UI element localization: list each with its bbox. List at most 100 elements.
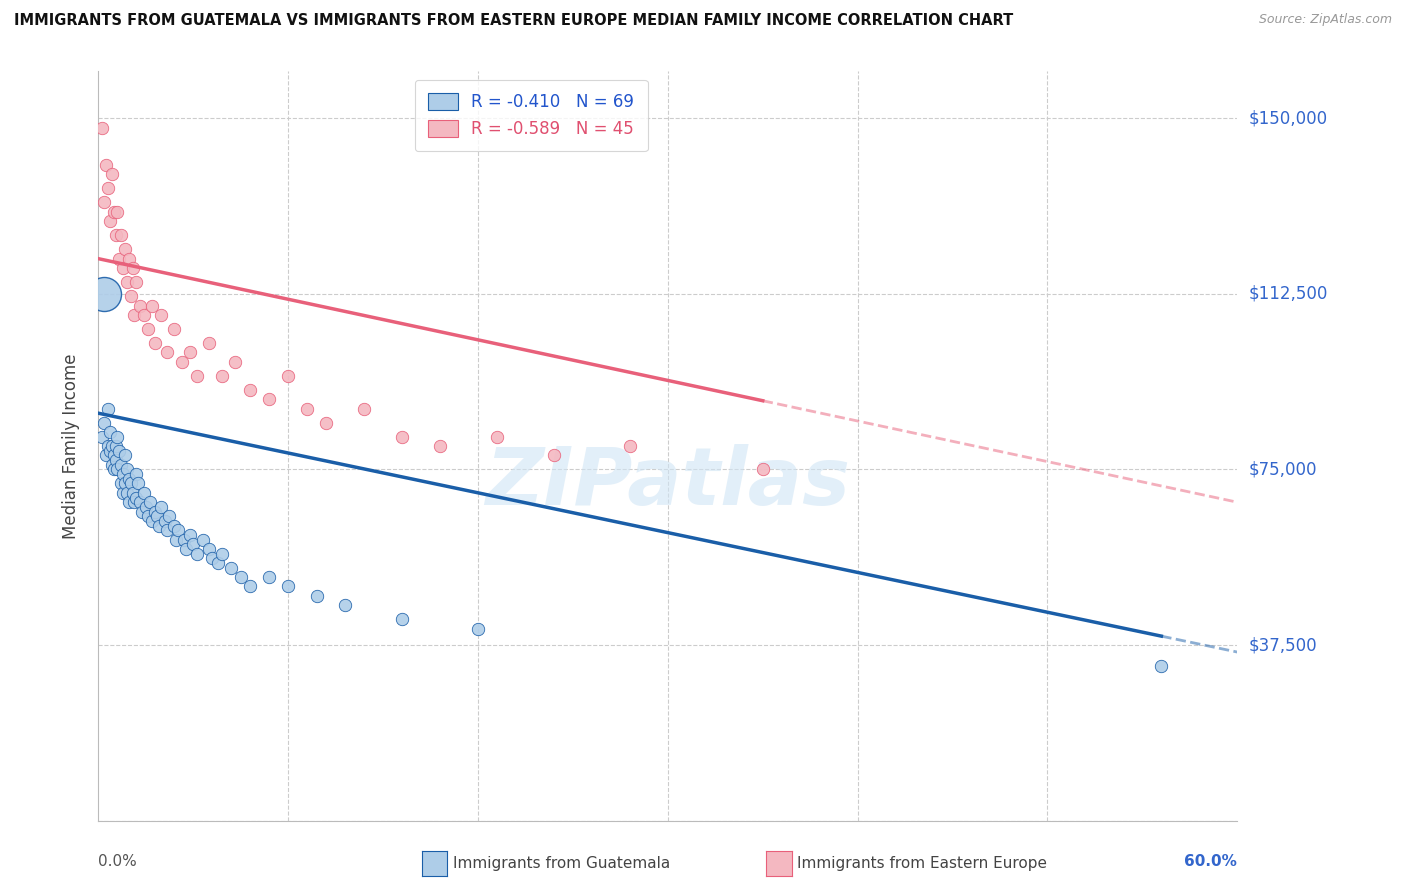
Point	[145, 336, 167, 351]
Text: $37,500: $37,500	[1249, 636, 1317, 654]
Point	[129, 298, 152, 313]
Point	[110, 476, 132, 491]
Point	[197, 542, 219, 557]
Point	[179, 528, 201, 542]
Point	[239, 383, 262, 397]
Point	[98, 443, 121, 458]
Point	[145, 505, 167, 519]
Point	[121, 485, 143, 500]
Point	[127, 476, 149, 491]
Point	[1150, 659, 1173, 673]
Point	[186, 368, 208, 383]
Point	[391, 612, 413, 626]
Point	[118, 472, 141, 486]
Point	[148, 518, 170, 533]
Point	[211, 368, 233, 383]
Point	[201, 551, 224, 566]
Point	[141, 298, 163, 313]
Point	[115, 462, 138, 476]
Point	[315, 416, 337, 430]
Point	[486, 430, 509, 444]
Text: $75,000: $75,000	[1249, 460, 1317, 478]
Point	[211, 547, 233, 561]
Point	[100, 168, 122, 182]
Point	[93, 195, 115, 210]
Point	[114, 243, 136, 257]
Point	[167, 523, 190, 537]
Point	[124, 495, 146, 509]
Point	[115, 485, 138, 500]
Point	[115, 275, 138, 289]
Point	[138, 495, 160, 509]
Point	[150, 500, 173, 514]
Point	[191, 533, 214, 547]
Point	[98, 425, 121, 439]
Point	[125, 467, 148, 482]
Point	[163, 518, 186, 533]
Point	[97, 181, 120, 195]
Point	[221, 561, 243, 575]
Point	[93, 416, 115, 430]
Point	[141, 514, 163, 528]
Point	[93, 286, 115, 301]
Point	[120, 289, 142, 303]
Point	[118, 495, 141, 509]
Point	[136, 322, 159, 336]
Point	[224, 355, 246, 369]
Point	[125, 491, 148, 505]
Text: IMMIGRANTS FROM GUATEMALA VS IMMIGRANTS FROM EASTERN EUROPE MEDIAN FAMILY INCOME: IMMIGRANTS FROM GUATEMALA VS IMMIGRANTS …	[14, 13, 1014, 29]
Point	[91, 430, 114, 444]
Point	[229, 570, 252, 584]
Point	[335, 599, 357, 613]
Point	[183, 537, 205, 551]
Point	[752, 462, 775, 476]
Point	[259, 570, 281, 584]
Point	[391, 430, 413, 444]
Text: Immigrants from Eastern Europe: Immigrants from Eastern Europe	[797, 856, 1047, 871]
Point	[129, 495, 152, 509]
Point	[156, 345, 179, 359]
Point	[186, 547, 208, 561]
Point	[467, 622, 489, 636]
Point	[353, 401, 375, 416]
Point	[107, 205, 129, 219]
Point	[120, 476, 142, 491]
Point	[114, 449, 136, 463]
Point	[100, 439, 122, 453]
Point	[104, 453, 127, 467]
Point	[100, 458, 122, 472]
Text: ZIPatlas: ZIPatlas	[485, 444, 851, 523]
Point	[107, 462, 129, 476]
Point	[103, 205, 125, 219]
Point	[277, 580, 299, 594]
Point	[121, 261, 143, 276]
Point	[239, 580, 262, 594]
Point	[197, 336, 219, 351]
Text: Source: ZipAtlas.com: Source: ZipAtlas.com	[1258, 13, 1392, 27]
Point	[97, 401, 120, 416]
Point	[277, 368, 299, 383]
Point	[94, 449, 117, 463]
Point	[125, 275, 148, 289]
Text: 60.0%: 60.0%	[1184, 855, 1237, 870]
Point	[153, 514, 176, 528]
Point	[124, 308, 146, 322]
Point	[98, 214, 121, 228]
Point	[104, 228, 127, 243]
Point	[108, 252, 131, 266]
Text: Immigrants from Guatemala: Immigrants from Guatemala	[453, 856, 671, 871]
Point	[112, 261, 135, 276]
Point	[118, 252, 141, 266]
Point	[259, 392, 281, 407]
Text: 0.0%: 0.0%	[98, 855, 138, 870]
Point	[146, 509, 169, 524]
Point	[103, 449, 125, 463]
Point	[179, 345, 201, 359]
Y-axis label: Median Family Income: Median Family Income	[62, 353, 80, 539]
Point	[104, 439, 127, 453]
Legend: R = -0.410   N = 69, R = -0.589   N = 45: R = -0.410 N = 69, R = -0.589 N = 45	[415, 79, 648, 151]
Point	[110, 228, 132, 243]
Point	[150, 308, 173, 322]
Point	[97, 439, 120, 453]
Point	[170, 355, 193, 369]
